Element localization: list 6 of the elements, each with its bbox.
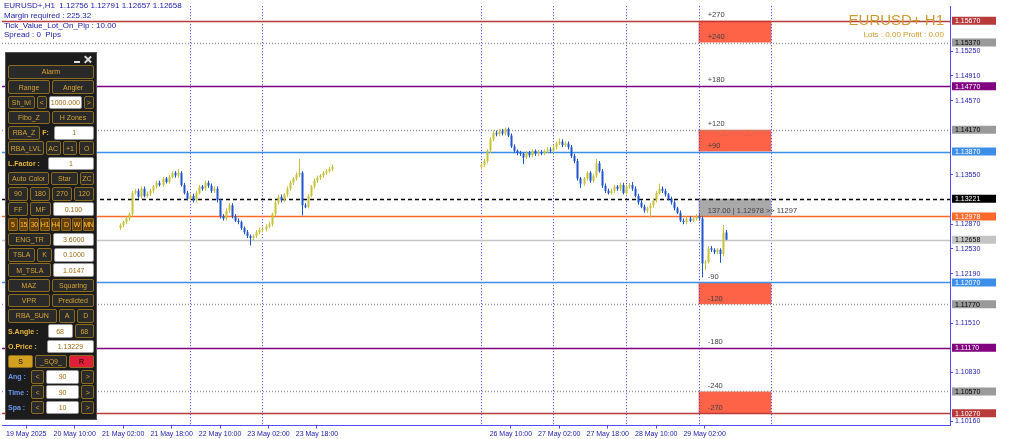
annotation: Tick_Value_Lot_On_Pip : 10.00 [4,20,117,30]
annotation: Margin required : 225.32 [4,11,92,20]
chart-title: EURUSD+,H1 1.12756 1.12791 1.12657 1.12658 [4,1,182,10]
annotation: Lots : 0.00 Profit : 0.00 [863,30,944,39]
annotation: Spread : 0 Pips [4,30,61,39]
candlestick [298,158,301,178]
